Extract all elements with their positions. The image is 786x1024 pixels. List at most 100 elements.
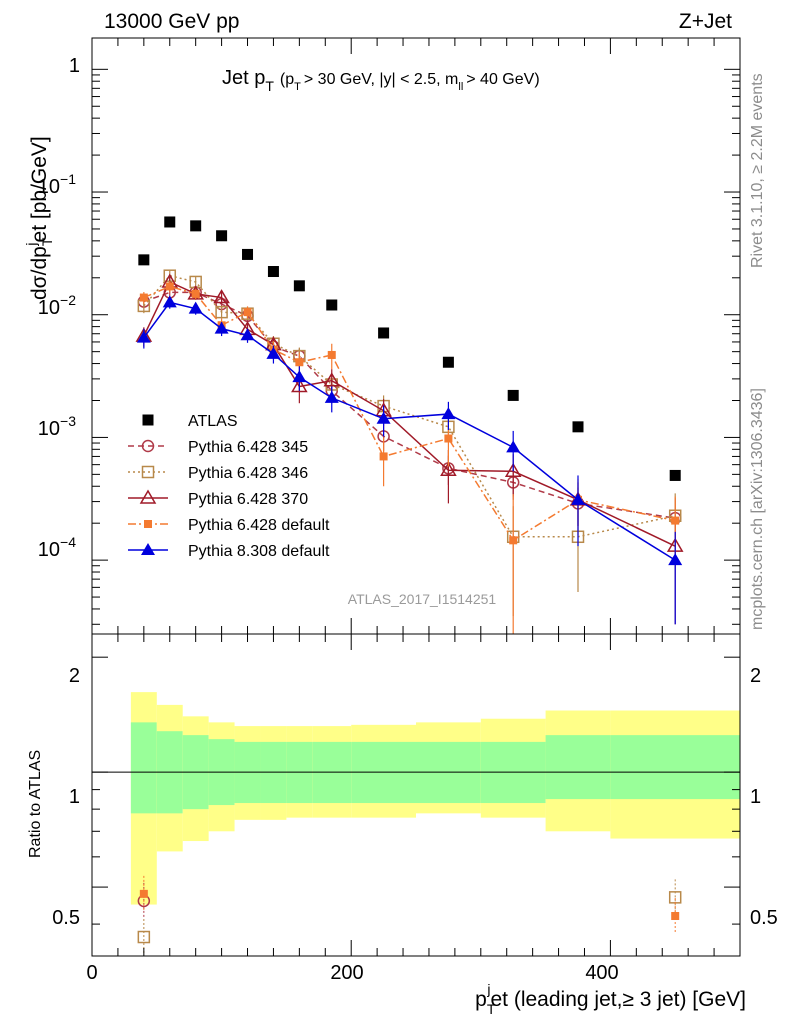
series-pythia-8-308-default bbox=[136, 295, 683, 625]
data-point bbox=[216, 230, 228, 242]
header-right: Z+Jet bbox=[679, 10, 732, 33]
title-cuts-3: > 40 GeV) bbox=[466, 71, 539, 88]
ratio-band-inner bbox=[130, 722, 157, 814]
data-point bbox=[444, 434, 453, 443]
data-point bbox=[267, 266, 279, 278]
rivet-label: Rivet 3.1.10, ≥ 2.2M events bbox=[749, 73, 766, 268]
ratio-band-inner bbox=[610, 735, 740, 800]
title-cuts-1-sub: T bbox=[294, 81, 301, 93]
ratio-point bbox=[671, 912, 680, 921]
plot-title: Jet pT (pT > 30 GeV, |y| < 2.5, mll > 40 Ge… bbox=[222, 67, 540, 94]
legend-marker bbox=[141, 465, 155, 479]
data-point bbox=[571, 492, 585, 505]
data-point bbox=[266, 346, 281, 359]
data-point bbox=[136, 330, 151, 343]
x-tick-200: 200 bbox=[330, 962, 363, 984]
data-point bbox=[671, 516, 680, 525]
legend-marker bbox=[141, 543, 155, 555]
y-axis-title-main: dσ/dpTjet [pb/GeV] bbox=[23, 136, 55, 300]
series-atlas bbox=[138, 216, 681, 481]
y-tick-1e-3: 10−3 bbox=[38, 413, 76, 440]
data-point bbox=[504, 462, 522, 478]
title-cuts-1: (p bbox=[280, 71, 294, 88]
data-point bbox=[441, 407, 456, 420]
ratio-band-inner bbox=[545, 735, 611, 800]
data-point bbox=[190, 220, 202, 232]
title-main-sub: T bbox=[265, 78, 274, 94]
ratio-panel-frame bbox=[91, 633, 741, 957]
legend-label: Pythia 6.428 default bbox=[188, 517, 330, 534]
ratio-tick-1-right: 1 bbox=[750, 786, 761, 808]
legend-label: ATLAS bbox=[188, 413, 238, 430]
data-point bbox=[215, 305, 228, 319]
legend-marker bbox=[141, 439, 155, 453]
data-point bbox=[162, 295, 177, 308]
header-left: 13000 GeV pp bbox=[104, 10, 239, 33]
ratio-tick-2-left: 2 bbox=[69, 665, 80, 687]
y-tick-1e-1: 10−1 bbox=[38, 171, 76, 198]
y-axis-title-ratio: Ratio to ATLAS bbox=[27, 750, 44, 858]
data-point bbox=[188, 301, 203, 314]
data-point bbox=[139, 293, 148, 302]
data-point bbox=[165, 282, 174, 291]
ratio-panel bbox=[92, 692, 740, 956]
x-tick-400: 400 bbox=[585, 962, 618, 984]
ratio-tick-2-right: 2 bbox=[750, 665, 761, 687]
data-point bbox=[378, 327, 390, 339]
x-tick-labels: 0 200 400 bbox=[86, 962, 618, 984]
data-point bbox=[376, 411, 391, 424]
data-point bbox=[669, 469, 681, 481]
title-main: Jet p bbox=[222, 67, 265, 89]
data-point bbox=[326, 299, 338, 311]
data-point bbox=[323, 372, 341, 387]
data-point bbox=[213, 289, 230, 304]
axis-ticks bbox=[91, 38, 741, 956]
data-point bbox=[164, 216, 176, 228]
ratio-point bbox=[139, 889, 148, 898]
data-point bbox=[240, 328, 255, 341]
data-point bbox=[668, 553, 683, 566]
data-point bbox=[324, 390, 339, 403]
x-tick-0: 0 bbox=[86, 962, 97, 984]
data-point bbox=[442, 356, 454, 368]
legend-label: Pythia 6.428 345 bbox=[188, 439, 308, 456]
y-tick-1: 1 bbox=[69, 55, 80, 77]
main-panel bbox=[135, 216, 684, 634]
data-point bbox=[440, 461, 457, 477]
data-point bbox=[191, 289, 200, 298]
data-point bbox=[295, 358, 304, 367]
data-point bbox=[138, 254, 150, 266]
legend-label: Pythia 6.428 370 bbox=[188, 491, 308, 508]
ratio-tick-05-left: 0.5 bbox=[52, 907, 80, 929]
title-cuts-2: > 30 GeV, |y| < 2.5, m bbox=[304, 71, 458, 88]
data-point bbox=[507, 389, 519, 401]
data-point bbox=[242, 248, 254, 260]
analysis-id: ATLAS_2017_I1514251 bbox=[348, 591, 497, 607]
data-point bbox=[506, 440, 521, 453]
ratio-tick-05-right: 0.5 bbox=[750, 907, 778, 929]
ratio-point bbox=[137, 930, 151, 944]
legend-marker bbox=[142, 414, 154, 426]
data-point bbox=[214, 321, 229, 334]
data-point bbox=[572, 421, 584, 433]
legend: ATLAS Pythia 6.428 345 Pythia 6.428 346 Pyt… bbox=[128, 413, 330, 560]
data-point bbox=[327, 350, 336, 359]
y-tick-1e-4: 10−4 bbox=[38, 534, 76, 561]
data-point bbox=[243, 308, 252, 317]
mcplots-label: mcplots.cern.ch [arXiv:1306.3436] bbox=[749, 388, 766, 630]
main-y-tick-labels: 1 10−1 10−2 10−3 10−4 bbox=[38, 55, 80, 561]
data-point bbox=[509, 536, 518, 545]
legend-label: Pythia 8.308 default bbox=[188, 543, 330, 560]
y-tick-1e-2: 10−2 bbox=[38, 292, 76, 319]
legend-marker bbox=[144, 520, 152, 528]
data-point bbox=[292, 370, 307, 383]
data-point bbox=[379, 452, 388, 461]
legend-marker bbox=[139, 489, 157, 504]
data-point bbox=[291, 378, 308, 393]
title-cuts-2-sub: ll bbox=[458, 81, 463, 93]
legend-label: Pythia 6.428 346 bbox=[188, 465, 308, 482]
x-axis-title: pTjet (leading jet,≥ 3 jet) [GeV] bbox=[475, 981, 746, 1017]
data-point bbox=[293, 280, 305, 292]
ratio-y-tick-labels: 2 1 0.5 2 1 0.5 bbox=[52, 665, 778, 929]
